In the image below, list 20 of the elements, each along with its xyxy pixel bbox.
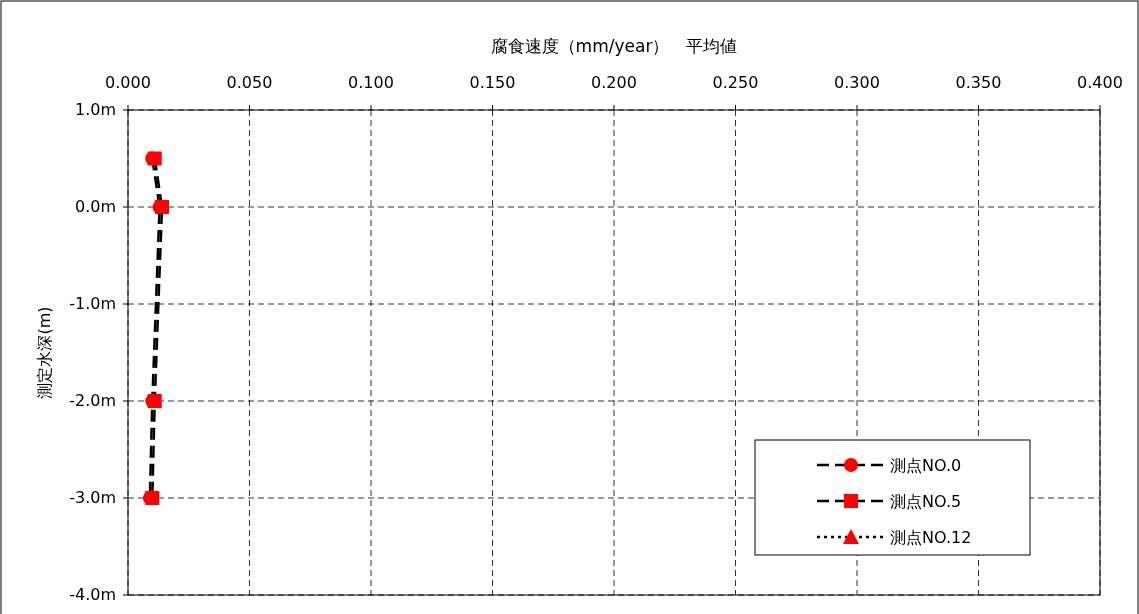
x-axis-title: 腐食速度（mm/year） 平均値 bbox=[490, 36, 738, 56]
x-tick-label: 0.400 bbox=[1077, 73, 1123, 92]
y-tick-label: -3.0m bbox=[69, 488, 116, 507]
y-tick-label: -2.0m bbox=[69, 391, 116, 410]
x-tick-label: 0.000 bbox=[105, 73, 151, 92]
y-tick-label: 0.0m bbox=[74, 197, 116, 216]
y-tick-label: -1.0m bbox=[69, 294, 116, 313]
legend-label: 測点NO.0 bbox=[890, 456, 962, 475]
x-tick-label: 0.200 bbox=[591, 73, 637, 92]
x-tick-label: 0.350 bbox=[955, 73, 1002, 92]
x-tick-label: 0.250 bbox=[712, 73, 759, 92]
x-tick-label: 0.050 bbox=[226, 73, 273, 92]
x-tick-label: 0.300 bbox=[834, 73, 880, 92]
legend-label: 測点NO.12 bbox=[890, 528, 972, 547]
y-axis-title: 測定水深(m) bbox=[35, 306, 54, 399]
y-tick-label: 1.0m bbox=[74, 100, 116, 119]
x-tick-label: 0.150 bbox=[469, 73, 516, 92]
legend-label: 測点NO.5 bbox=[890, 492, 962, 511]
y-tick-label: -4.0m bbox=[69, 585, 116, 604]
x-tick-label: 0.100 bbox=[348, 73, 394, 92]
